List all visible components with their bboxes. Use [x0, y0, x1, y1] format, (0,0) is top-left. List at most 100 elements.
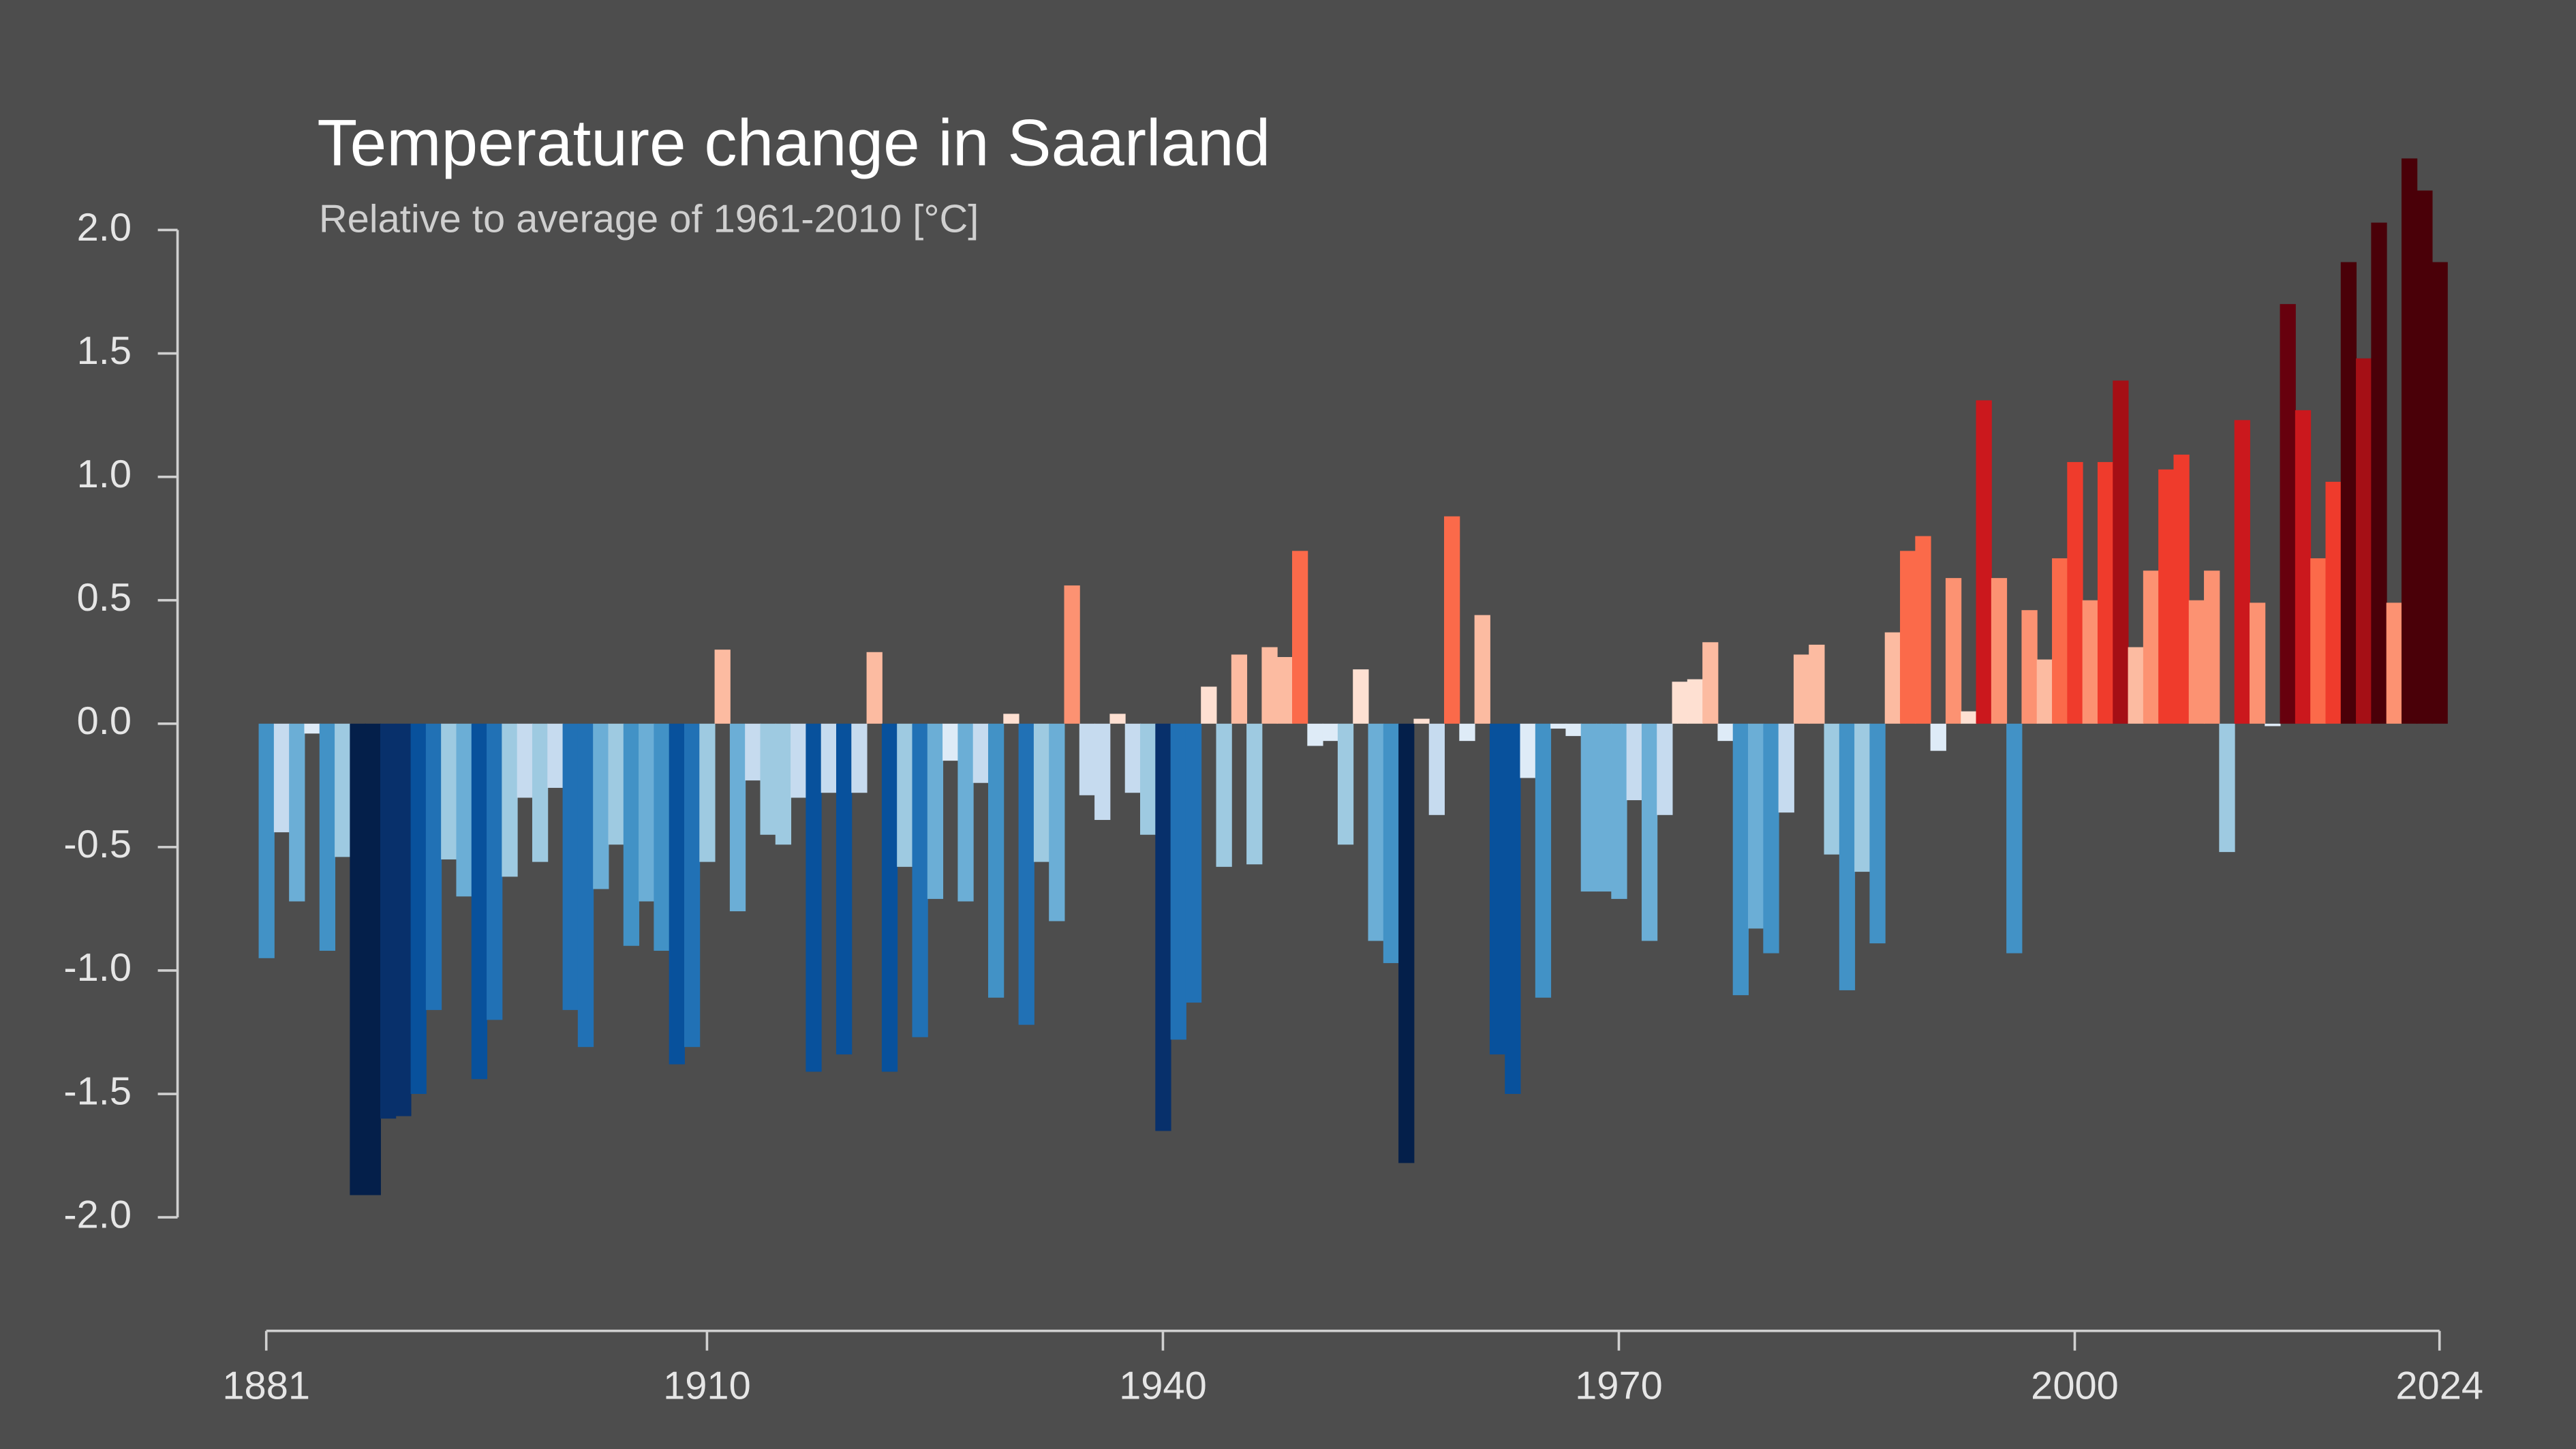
x-tick-label: 2000 [2031, 1364, 2119, 1407]
x-tick-label: 1970 [1575, 1364, 1663, 1407]
bar [289, 723, 305, 902]
bar [2280, 304, 2296, 724]
bar [2036, 659, 2053, 724]
bar [1474, 615, 1490, 724]
bar [502, 723, 518, 877]
bar [1140, 723, 1156, 835]
bar [623, 723, 640, 946]
bar [987, 723, 1005, 998]
bar [2371, 222, 2387, 724]
bar [2401, 158, 2418, 724]
y-tick-label: -2.0 [63, 1193, 132, 1236]
bar [1884, 632, 1901, 724]
bar [395, 723, 412, 1116]
bar [791, 723, 807, 798]
bar [577, 723, 594, 1048]
bar [2128, 647, 2144, 724]
bar [1049, 723, 1065, 921]
bar [912, 723, 928, 1037]
bar [304, 723, 320, 734]
bar [1079, 723, 1096, 795]
bar [1216, 723, 1232, 867]
bar [425, 723, 442, 1010]
bar [821, 723, 837, 793]
bar [380, 723, 397, 1119]
bar [1155, 723, 1171, 1131]
bar [1732, 723, 1749, 996]
y-tick-label: -1.5 [63, 1069, 132, 1113]
y-tick-label: 2.0 [77, 206, 132, 249]
bar [441, 723, 457, 859]
bar [471, 723, 488, 1080]
bar [714, 650, 731, 724]
bar [2006, 723, 2023, 954]
bar [1109, 714, 1126, 724]
bar [1763, 723, 1779, 954]
bar [2219, 723, 2235, 853]
bar [1413, 718, 1430, 724]
bar [2173, 455, 2190, 724]
bar [547, 723, 564, 788]
bar [1611, 723, 1627, 899]
y-tick-label: 0.5 [77, 576, 132, 620]
bar [1322, 723, 1338, 742]
bar [1353, 669, 1369, 724]
bar [1717, 723, 1734, 742]
bar [2265, 723, 2281, 727]
bar [1261, 647, 1278, 724]
bar [562, 723, 579, 1010]
bar [1702, 642, 1719, 724]
bar [1550, 723, 1567, 729]
chart-title: Temperature change in Saarland [317, 106, 1270, 179]
bar [699, 723, 716, 862]
bar [1900, 551, 1916, 724]
bar [1292, 551, 1308, 724]
bar [881, 723, 898, 1072]
bar [1489, 723, 1506, 1055]
bar [1444, 516, 1460, 724]
bar [1337, 723, 1354, 845]
bar [593, 723, 609, 889]
bar [729, 723, 746, 912]
bar [2143, 570, 2160, 724]
bar [927, 723, 944, 899]
bar [639, 723, 655, 902]
bar [1018, 723, 1034, 1025]
bar [942, 723, 959, 761]
bar [835, 723, 853, 1055]
bar [1003, 714, 1019, 724]
bar [517, 723, 533, 798]
bar [2067, 461, 2083, 724]
bar [1368, 723, 1384, 941]
bar [1307, 723, 1323, 746]
bar [1520, 723, 1536, 778]
bar [2325, 481, 2342, 724]
bar [273, 723, 290, 833]
bar [775, 723, 792, 845]
bar [1824, 723, 1840, 855]
bar [487, 723, 503, 1020]
bar [1869, 723, 1886, 944]
bar [2234, 420, 2250, 724]
bar [410, 723, 427, 1095]
x-tick-label: 1881 [222, 1364, 310, 1407]
bar [1170, 723, 1186, 1040]
x-tick-label: 1940 [1119, 1364, 1207, 1407]
bar [2310, 558, 2327, 724]
bar [2340, 262, 2357, 724]
bar [608, 723, 624, 845]
bar [1945, 578, 1962, 724]
bar [1976, 400, 1992, 724]
bar [897, 723, 913, 867]
bar [806, 723, 822, 1072]
bar [1778, 723, 1794, 813]
bar [1064, 585, 1080, 724]
bar [1231, 654, 1248, 724]
bar [2204, 570, 2220, 724]
x-tick-label: 2024 [2395, 1364, 2483, 1407]
y-tick-label: 0.0 [77, 699, 132, 743]
bar [2113, 380, 2129, 724]
bar [1657, 723, 1673, 815]
bar [456, 723, 472, 897]
bar [258, 723, 275, 958]
